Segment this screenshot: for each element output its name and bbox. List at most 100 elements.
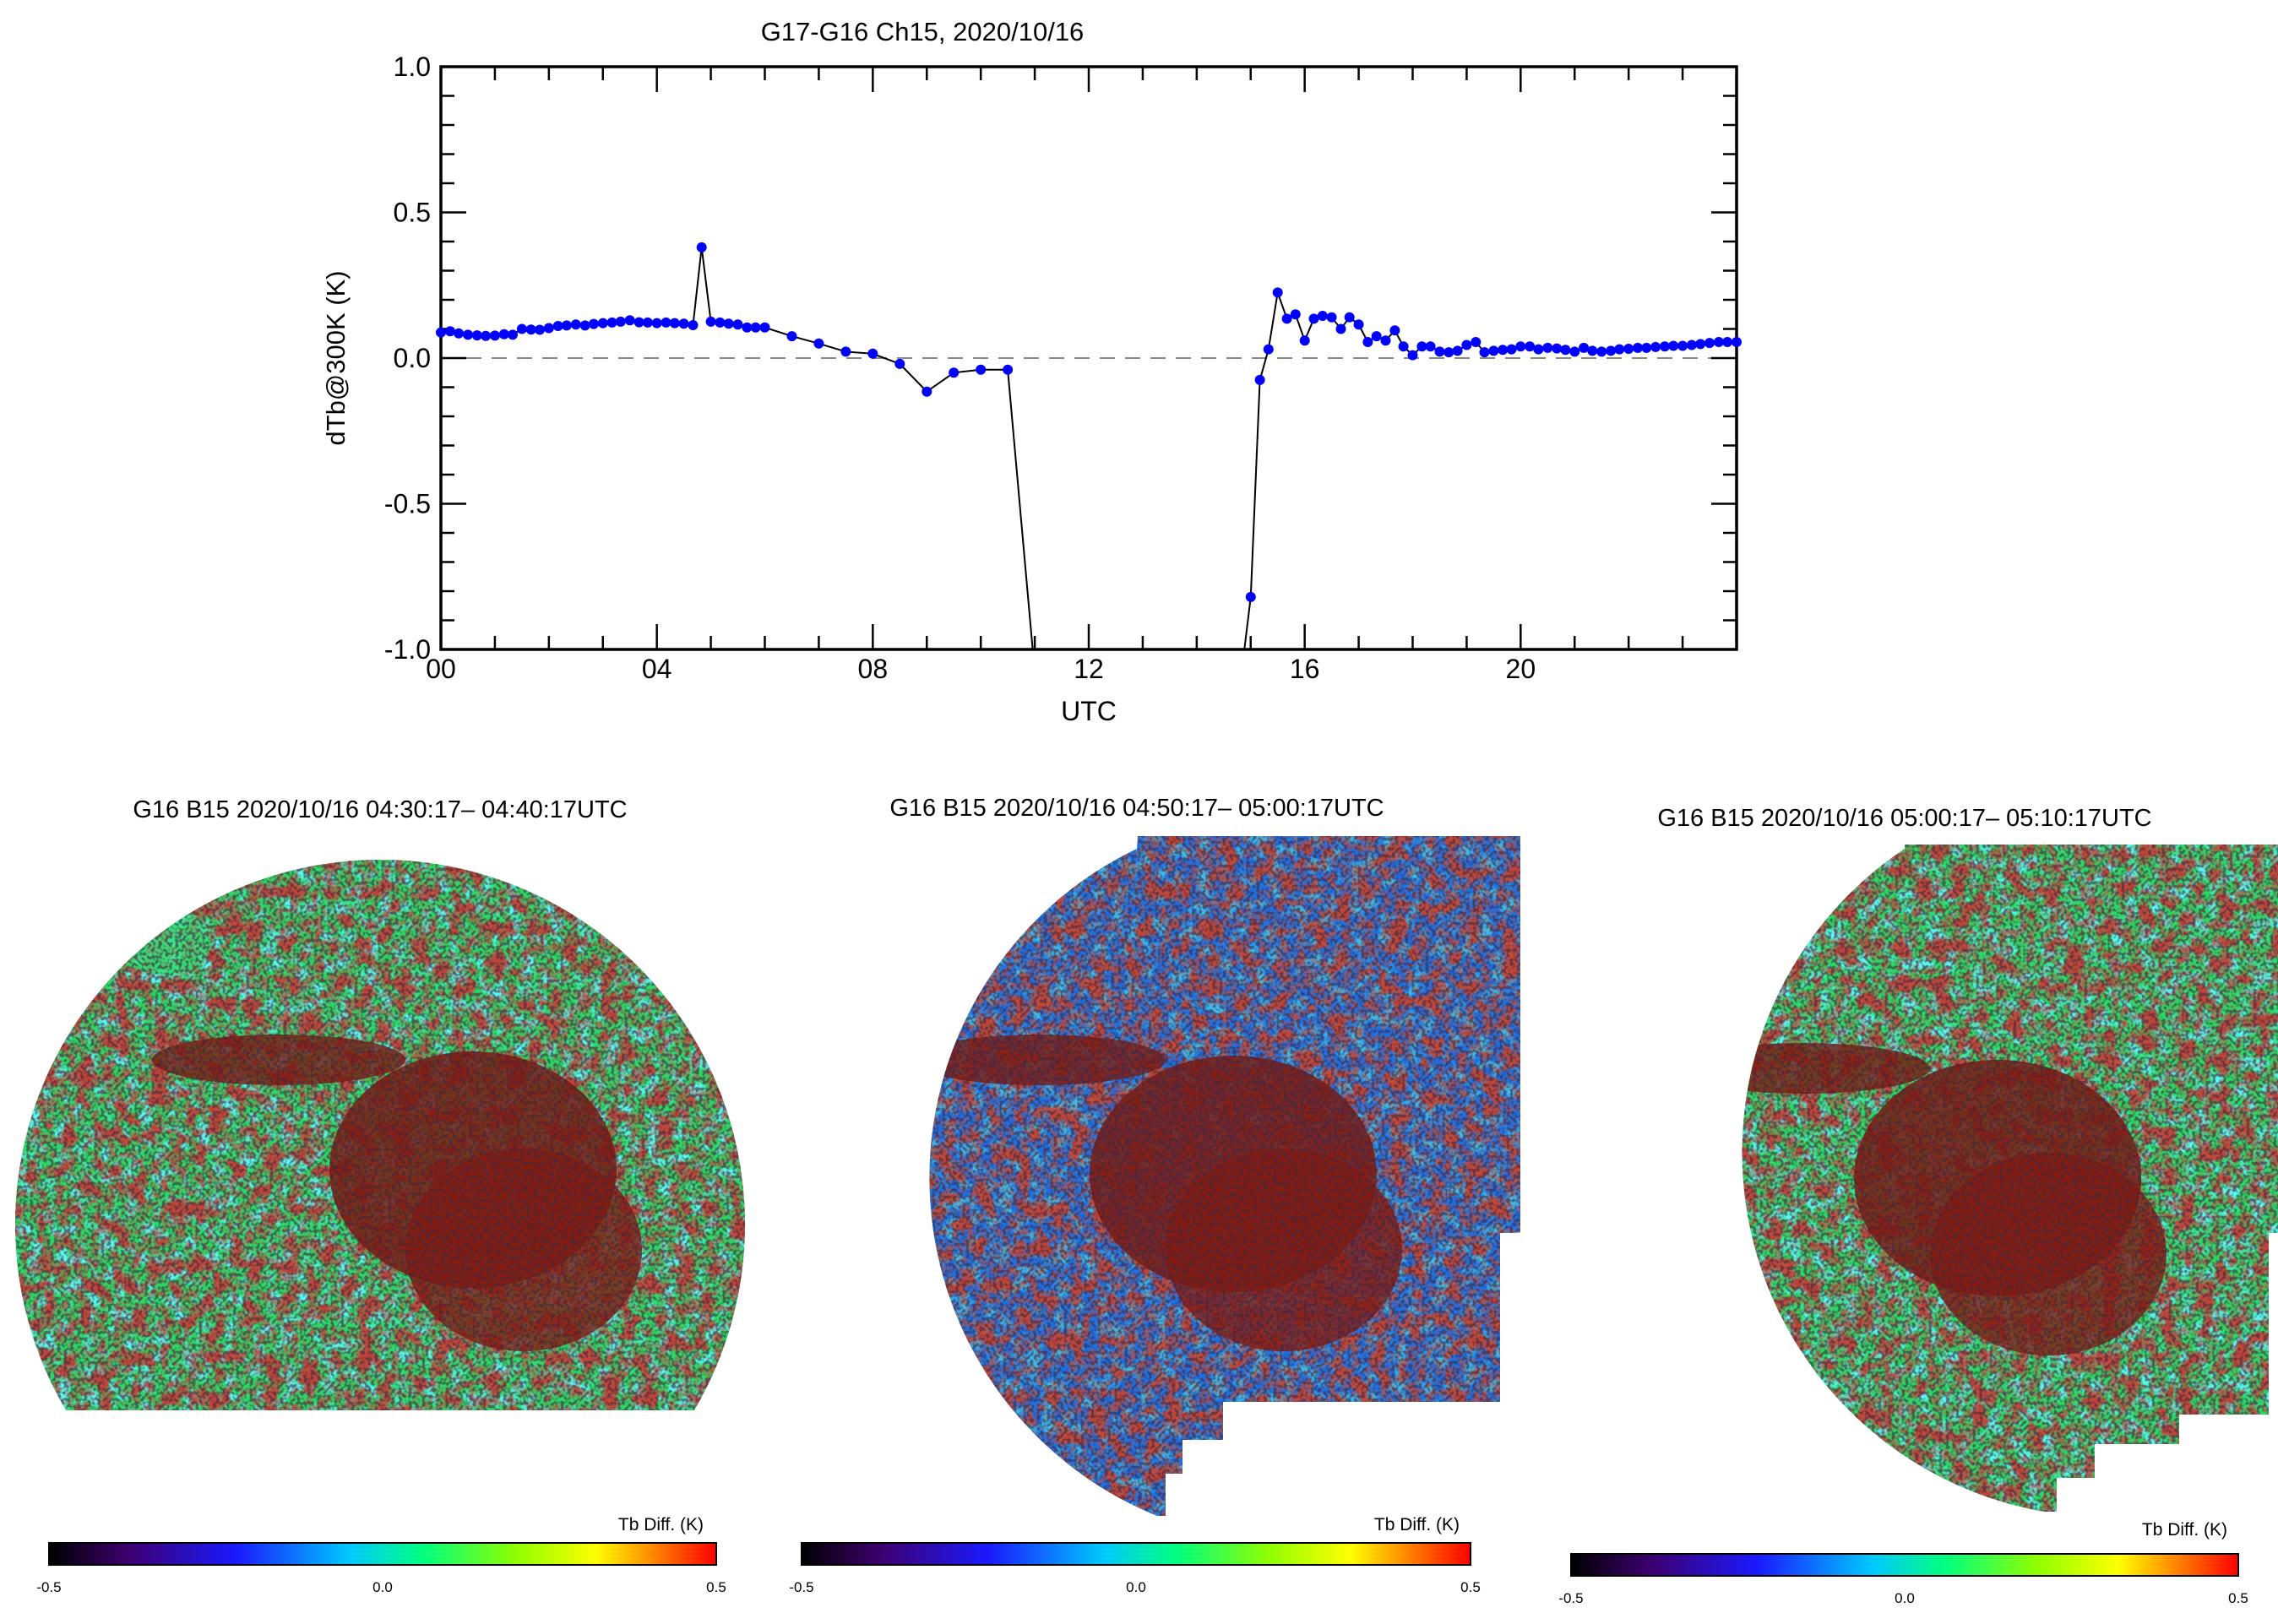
- data-point: [1633, 342, 1643, 353]
- y-tick-label: 0.0: [394, 343, 431, 373]
- data-point: [678, 318, 689, 329]
- data-point: [1003, 364, 1014, 375]
- map-title-2: G16 B15 2020/10/16 04:50:17– 05:00:17UTC: [889, 795, 1384, 822]
- x-tick-label: 20: [1506, 654, 1536, 684]
- data-point: [922, 386, 932, 397]
- data-point: [1722, 337, 1733, 347]
- data-point: [1471, 337, 1482, 347]
- data-point: [1254, 374, 1265, 385]
- colorbar-1: Tb Diff. (K) -0.5 0.0 0.5: [36, 1515, 726, 1595]
- data-point: [976, 364, 987, 375]
- x-axis-label: UTC: [1061, 696, 1117, 726]
- colorbar-tick-2-min: -0.5: [789, 1579, 813, 1595]
- data-point: [661, 317, 671, 328]
- data-point: [1434, 346, 1445, 357]
- data-point: [1245, 591, 1256, 602]
- colorbar-tick-1-min: -0.5: [36, 1579, 61, 1595]
- data-point: [561, 320, 572, 331]
- data-point: [1380, 335, 1391, 346]
- data-point: [1623, 344, 1634, 354]
- data-point: [750, 322, 761, 333]
- data-point: [688, 320, 699, 330]
- series-line: [441, 247, 1737, 649]
- data-point: [1317, 311, 1328, 321]
- disk-image-3: [1742, 845, 2278, 1512]
- data-point: [508, 329, 518, 340]
- data-point: [1695, 339, 1706, 350]
- colorbar-tick-3-max: 0.5: [2228, 1590, 2248, 1606]
- x-tick-label: 08: [858, 654, 889, 684]
- data-point: [1263, 344, 1274, 355]
- data-point: [1569, 346, 1580, 357]
- colorbar-2: Tb Diff. (K) -0.5 0.0 0.5: [789, 1515, 1480, 1595]
- data-point: [1552, 343, 1563, 354]
- x-tick-label: 04: [642, 654, 672, 684]
- data-point: [786, 331, 797, 342]
- colorbar-tick-1-mid: 0.0: [372, 1579, 393, 1595]
- map-title-1: G16 B15 2020/10/16 04:30:17– 04:40:17UTC: [133, 796, 627, 823]
- data-point: [1389, 325, 1400, 336]
- data-point: [525, 324, 536, 335]
- data-point: [1398, 341, 1409, 352]
- data-point: [1542, 342, 1553, 353]
- colorbar-label-1: Tb Diff. (K): [618, 1515, 704, 1534]
- data-point: [759, 322, 770, 333]
- data-point: [1506, 344, 1517, 355]
- y-tick-label: 1.0: [394, 52, 431, 82]
- data-point: [1650, 341, 1661, 352]
- data-point: [949, 367, 960, 378]
- data-point: [696, 242, 707, 253]
- map-panel-3: G16 B15 2020/10/16 05:00:17– 05:10:17UTC…: [1558, 805, 2278, 1606]
- data-point: [1579, 342, 1590, 353]
- data-point: [1587, 345, 1598, 356]
- map-title-3: G16 B15 2020/10/16 05:00:17– 05:10:17UTC: [1657, 805, 2151, 832]
- data-point: [723, 318, 734, 329]
- colorbar-tick-3-mid: 0.0: [1895, 1590, 1915, 1606]
- data-point: [615, 316, 626, 327]
- y-axis-label: dTb@300K (K): [321, 270, 351, 445]
- data-point: [894, 358, 905, 369]
- data-point: [481, 330, 492, 341]
- data-point: [1461, 339, 1472, 350]
- data-point: [642, 317, 653, 328]
- series-points: [436, 242, 1742, 602]
- data-point: [715, 317, 726, 328]
- data-point: [669, 318, 680, 329]
- data-point: [1371, 331, 1382, 342]
- data-point: [454, 328, 465, 339]
- data-point: [732, 319, 743, 330]
- data-point: [606, 317, 617, 328]
- colorbar-tick-1-max: 0.5: [706, 1579, 726, 1595]
- data-point: [1488, 345, 1499, 356]
- data-point: [1525, 341, 1536, 352]
- map-panel-2: G16 B15 2020/10/16 04:50:17– 05:00:17UTC…: [789, 795, 1520, 1595]
- data-point: [867, 348, 878, 359]
- data-point: [1641, 342, 1652, 353]
- data-point: [624, 315, 635, 326]
- data-point: [579, 320, 590, 331]
- data-point: [1281, 313, 1292, 324]
- y-tick-label: -1.0: [384, 634, 431, 665]
- data-point: [1686, 339, 1697, 350]
- data-point: [1533, 344, 1544, 355]
- data-point: [1326, 312, 1337, 323]
- data-point: [1668, 340, 1679, 351]
- x-tick-label: 12: [1074, 654, 1104, 684]
- x-tick-label: 00: [426, 654, 456, 684]
- disk-image-1: [15, 860, 745, 1410]
- data-point: [498, 329, 509, 339]
- data-point: [1416, 341, 1427, 352]
- data-point: [489, 330, 500, 341]
- data-point: [543, 323, 554, 334]
- line-chart: G17-G16 Ch15, 2020/10/16 00 04 08 12 16 20 -1.…: [321, 17, 1742, 726]
- data-point: [1362, 337, 1373, 347]
- data-point: [1407, 350, 1418, 361]
- data-point: [1732, 337, 1742, 347]
- data-point: [535, 324, 545, 335]
- data-point: [570, 319, 581, 330]
- data-point: [1479, 347, 1490, 358]
- data-point: [1677, 340, 1688, 351]
- data-point: [1344, 312, 1355, 323]
- data-point: [1425, 341, 1436, 352]
